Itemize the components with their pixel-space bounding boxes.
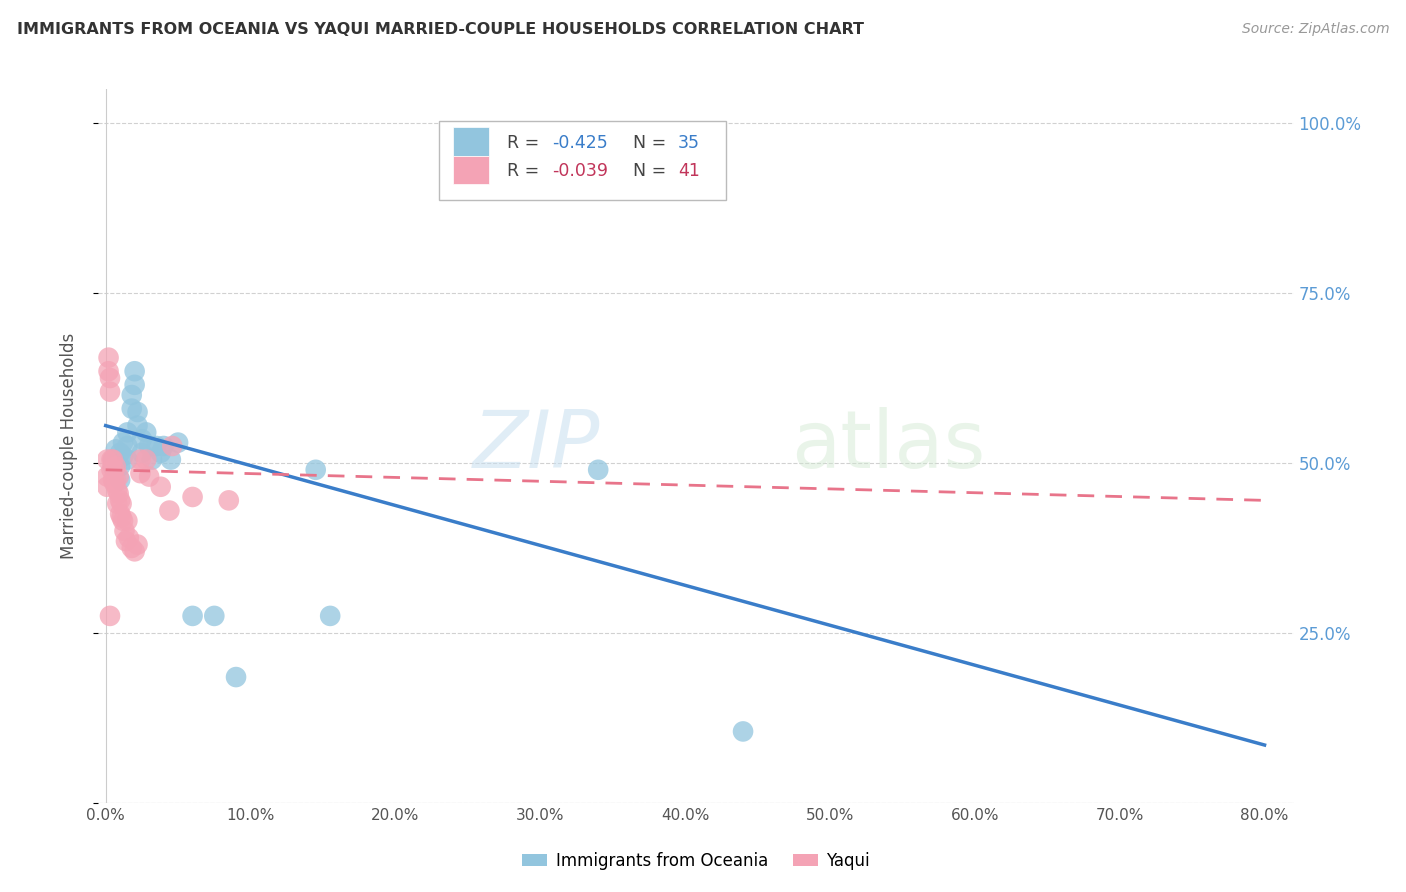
Point [162, 439, 184, 453]
Point [96, 480, 118, 494]
Point [131, 432, 153, 446]
Point [107, 486, 129, 500]
Text: -0.039: -0.039 [553, 162, 609, 180]
Text: -0.425: -0.425 [553, 134, 609, 152]
Text: N =: N = [633, 134, 672, 152]
Point [101, 473, 124, 487]
Point [117, 514, 139, 528]
Text: ZIP: ZIP [472, 407, 600, 485]
Point [117, 425, 139, 440]
Point [149, 480, 172, 494]
Point [141, 452, 163, 467]
Point [108, 493, 131, 508]
Point [114, 524, 136, 538]
Point [112, 449, 135, 463]
Legend: Immigrants from Oceania, Yaqui: Immigrants from Oceania, Yaqui [516, 846, 876, 877]
Y-axis label: Married-couple Households: Married-couple Households [59, 333, 77, 559]
Point [110, 497, 132, 511]
Point [98, 371, 121, 385]
Point [101, 459, 124, 474]
Point [104, 456, 127, 470]
Point [731, 724, 754, 739]
Point [117, 452, 139, 467]
Point [129, 466, 152, 480]
Point [118, 531, 141, 545]
Point [167, 435, 190, 450]
FancyBboxPatch shape [439, 121, 725, 200]
Point [124, 364, 146, 378]
Point [202, 608, 225, 623]
Point [108, 446, 131, 460]
Point [181, 490, 204, 504]
Bar [453, 155, 489, 184]
Point [96, 469, 118, 483]
Point [108, 459, 131, 474]
Point [104, 459, 127, 474]
Point [160, 452, 183, 467]
Point [97, 351, 120, 365]
Text: R =: R = [508, 134, 546, 152]
Text: atlas: atlas [792, 407, 986, 485]
Point [108, 473, 131, 487]
Text: 35: 35 [678, 134, 700, 152]
Point [112, 514, 135, 528]
Text: R =: R = [508, 162, 546, 180]
Point [225, 670, 247, 684]
Point [105, 497, 128, 511]
Point [138, 439, 160, 453]
Point [101, 452, 124, 467]
Text: N =: N = [633, 162, 672, 180]
Point [97, 364, 120, 378]
Point [131, 446, 153, 460]
Point [586, 463, 609, 477]
Point [135, 452, 157, 467]
Point [117, 439, 139, 453]
Point [105, 483, 128, 498]
Point [124, 377, 146, 392]
Point [124, 544, 146, 558]
Point [107, 469, 129, 483]
Point [110, 510, 132, 524]
Point [305, 463, 328, 477]
Point [121, 401, 143, 416]
Point [127, 537, 149, 551]
Text: Source: ZipAtlas.com: Source: ZipAtlas.com [1241, 22, 1389, 37]
Point [138, 469, 160, 483]
Text: IMMIGRANTS FROM OCEANIA VS YAQUI MARRIED-COUPLE HOUSEHOLDS CORRELATION CHART: IMMIGRANTS FROM OCEANIA VS YAQUI MARRIED… [17, 22, 863, 37]
Point [121, 541, 143, 555]
Point [149, 446, 172, 460]
Point [104, 442, 127, 457]
Point [101, 452, 124, 467]
Point [181, 608, 204, 623]
Point [108, 507, 131, 521]
Bar [453, 127, 489, 155]
Point [121, 388, 143, 402]
Point [104, 473, 127, 487]
Point [96, 452, 118, 467]
Point [100, 452, 122, 467]
Point [135, 425, 157, 440]
Point [157, 503, 180, 517]
Point [218, 493, 240, 508]
Point [103, 476, 125, 491]
Point [100, 463, 122, 477]
Point [127, 405, 149, 419]
Point [152, 439, 174, 453]
Point [98, 608, 121, 623]
Point [112, 435, 135, 450]
Point [127, 418, 149, 433]
Point [103, 463, 125, 477]
Point [129, 452, 152, 467]
Text: 41: 41 [678, 162, 700, 180]
Point [98, 384, 121, 399]
Point [145, 439, 167, 453]
Point [115, 534, 138, 549]
Point [319, 608, 342, 623]
